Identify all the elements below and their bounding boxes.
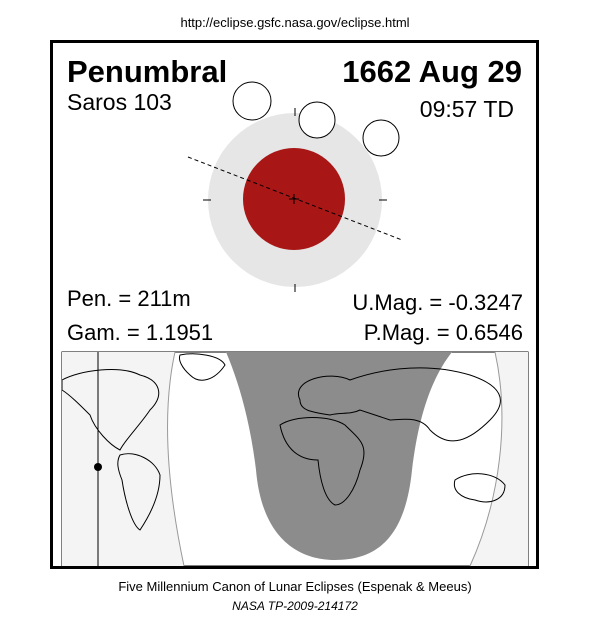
source-url: http://eclipse.gsfc.nasa.gov/eclipse.htm… — [180, 15, 409, 30]
australia — [453, 473, 506, 503]
umbral-magnitude: U.Mag. = -0.3247 — [352, 290, 523, 315]
moon — [362, 119, 400, 157]
eclipse-visibility — [226, 352, 452, 560]
north-america — [61, 369, 160, 451]
eclipse-date: 1662 Aug 29 — [342, 54, 522, 89]
moon — [298, 101, 336, 139]
moon — [232, 81, 272, 121]
gamma: Gam. = 1.1951 — [67, 320, 213, 345]
eclipse-time: 09:57 TD — [420, 96, 514, 122]
visibility-limit — [167, 351, 503, 567]
eclipse-type: Penumbral — [67, 54, 227, 89]
saros: Saros 103 — [67, 89, 172, 115]
footer-title: Five Millennium Canon of Lunar Eclipses … — [118, 579, 471, 594]
penumbral-duration: Pen. = 211m — [67, 286, 191, 311]
africa — [279, 417, 365, 506]
world-map — [61, 351, 529, 567]
footer-reference: NASA TP-2009-214172 — [232, 599, 358, 613]
sub-lunar-point — [94, 463, 102, 471]
greenland — [179, 353, 226, 381]
penumbral-magnitude: P.Mag. = 0.6546 — [364, 320, 523, 345]
south-america — [117, 453, 161, 531]
shadow-diagram — [187, 81, 403, 292]
eurasia — [297, 367, 501, 442]
night-side — [62, 352, 528, 566]
